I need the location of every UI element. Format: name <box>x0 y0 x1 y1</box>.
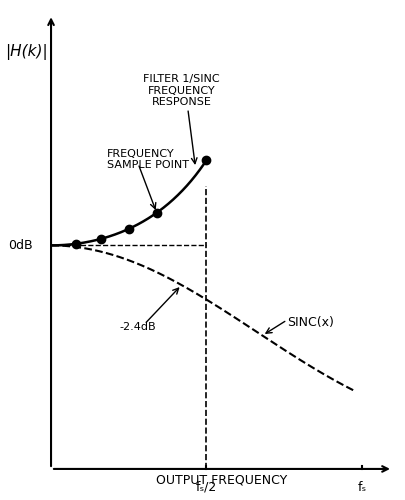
Text: -2.4dB: -2.4dB <box>119 322 156 332</box>
Text: 0dB: 0dB <box>8 239 32 252</box>
Text: fₛ/2: fₛ/2 <box>195 481 217 494</box>
Text: |H(k)|: |H(k)| <box>5 44 47 60</box>
Text: fₛ: fₛ <box>356 481 365 494</box>
Text: OUTPUT FREQUENCY: OUTPUT FREQUENCY <box>156 474 287 486</box>
Text: FREQUENCY
SAMPLE POINT: FREQUENCY SAMPLE POINT <box>107 148 188 170</box>
Text: SINC(x): SINC(x) <box>286 316 333 330</box>
Text: FILTER 1/SINC
FREQUENCY
RESPONSE: FILTER 1/SINC FREQUENCY RESPONSE <box>143 74 220 107</box>
